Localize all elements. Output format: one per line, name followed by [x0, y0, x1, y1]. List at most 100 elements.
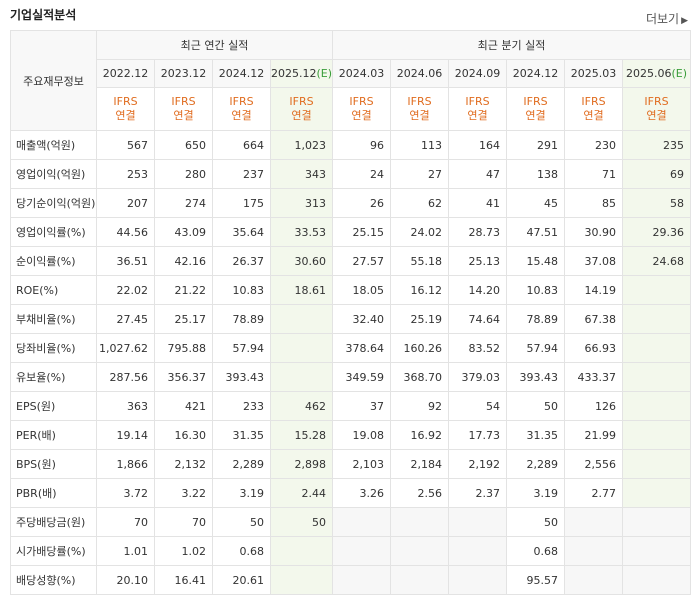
row-label: 영업이익률(%): [10, 217, 97, 247]
table-cell: 33.53: [269, 217, 334, 247]
row-label: ROE(%): [10, 275, 97, 305]
standard-bottom: 연결: [351, 109, 372, 122]
row-label: 매출액(억원): [10, 130, 97, 160]
accounting-standard: IFRS 연결: [622, 87, 692, 131]
annual-group-header: 최근 연간 실적: [95, 30, 334, 60]
table-cell: 14.19: [564, 275, 624, 305]
table-cell: [622, 478, 692, 508]
table-cell: 379.03: [448, 362, 508, 392]
table-cell: 26.37: [212, 246, 271, 276]
standard-top: IFRS: [523, 95, 548, 108]
period-header: 2024.12: [212, 59, 271, 88]
table-row: ROE(%) 22.02 21.22 10.83 18.61 18.05 16.12 14.2…: [10, 275, 692, 305]
table-cell: 20.10: [96, 565, 155, 595]
table-cell: 2,556: [564, 449, 624, 479]
table-cell: 30.60: [269, 246, 334, 276]
table-cell: 113: [390, 130, 450, 160]
period-header: 2025.06(E): [622, 59, 692, 88]
table-cell: [269, 536, 334, 566]
table-cell: 35.64: [212, 217, 271, 247]
table-cell: 368.70: [390, 362, 450, 392]
period-label: 2024.09: [454, 67, 501, 80]
table-cell: 25.15: [332, 217, 392, 247]
table-cell: 356.37: [154, 362, 213, 392]
table-cell: 26: [332, 188, 392, 218]
table-cell: 14.20: [448, 275, 508, 305]
standard-bottom: 연결: [231, 109, 252, 122]
standard-top: IFRS: [171, 95, 196, 108]
table-cell: 20.61: [212, 565, 271, 595]
row-label: 유보율(%): [10, 362, 97, 392]
table-row: 순이익률(%) 36.51 42.16 26.37 30.60 27.57 55.18 25.…: [10, 246, 692, 276]
table-cell: 74.64: [448, 304, 508, 334]
standard-top: IFRS: [581, 95, 606, 108]
standard-top: IFRS: [113, 95, 138, 108]
accounting-standard: IFRS 연결: [269, 87, 334, 131]
table-cell: 363: [96, 391, 155, 421]
table-cell: 21.99: [564, 420, 624, 450]
table-cell: 664: [212, 130, 271, 160]
table-cell: 393.43: [506, 362, 566, 392]
more-link[interactable]: 더보기 ▶: [646, 10, 688, 27]
table-cell: 15.48: [506, 246, 566, 276]
standard-top: IFRS: [229, 95, 254, 108]
table-cell: 3.19: [212, 478, 271, 508]
standard-bottom: 연결: [583, 109, 604, 122]
table-cell: 18.05: [332, 275, 392, 305]
financial-table-container: 주요재무정보 최근 연간 실적 최근 분기 실적 2022.12 2023.12 2…: [10, 30, 692, 595]
table-cell: 421: [154, 391, 213, 421]
table-cell: 233: [212, 391, 271, 421]
table-row: 배당성향(%) 20.10 16.41 20.61 95.57: [10, 565, 692, 595]
period-header: 2025.12(E): [269, 59, 334, 88]
table-cell: 18.61: [269, 275, 334, 305]
table-cell: [269, 333, 334, 363]
period-label: 2023.12: [160, 67, 207, 80]
table-cell: 50: [212, 507, 271, 537]
table-cell: 78.89: [212, 304, 271, 334]
table-cell: 2,184: [390, 449, 450, 479]
table-row: 영업이익(억원) 253 280 237 343 24 27 47 138 71 69: [10, 159, 692, 189]
table-row: 부채비율(%) 27.45 25.17 78.89 32.40 25.19 74.64 78.…: [10, 304, 692, 334]
standard-bottom: 연결: [291, 109, 312, 122]
standard-bottom: 연결: [525, 109, 546, 122]
table-cell: [332, 536, 392, 566]
table-cell: 2,289: [212, 449, 271, 479]
table-cell: 1,027.62: [96, 333, 155, 363]
table-cell: 207: [96, 188, 155, 218]
table-cell: 2,289: [506, 449, 566, 479]
table-cell: 280: [154, 159, 213, 189]
table-cell: [622, 507, 692, 537]
table-cell: 70: [154, 507, 213, 537]
row-label: 부채비율(%): [10, 304, 97, 334]
standard-bottom: 연결: [646, 109, 667, 122]
table-cell: 138: [506, 159, 566, 189]
table-cell: 3.26: [332, 478, 392, 508]
table-cell: 96: [332, 130, 392, 160]
table-cell: 32.40: [332, 304, 392, 334]
table-cell: [622, 333, 692, 363]
table-cell: 287.56: [96, 362, 155, 392]
table-cell: 25.13: [448, 246, 508, 276]
table-cell: 37.08: [564, 246, 624, 276]
table-cell: 16.30: [154, 420, 213, 450]
row-label: BPS(원): [10, 449, 97, 479]
table-cell: 462: [269, 391, 334, 421]
table-cell: 2,132: [154, 449, 213, 479]
table-cell: 24.68: [622, 246, 692, 276]
standard-top: IFRS: [349, 95, 374, 108]
table-cell: 0.68: [212, 536, 271, 566]
accounting-standard: IFRS 연결: [212, 87, 271, 131]
row-label: EPS(원): [10, 391, 97, 421]
table-cell: [622, 391, 692, 421]
table-cell: 795.88: [154, 333, 213, 363]
estimate-mark: (E): [671, 67, 688, 80]
table-row: 당기순이익(억원) 207 274 175 313 26 62 41 45 85 58: [10, 188, 692, 218]
table-cell: 62: [390, 188, 450, 218]
period-header: 2024.03: [332, 59, 392, 88]
table-cell: 433.37: [564, 362, 624, 392]
period-label: 2024.12: [218, 67, 265, 80]
table-cell: 29.36: [622, 217, 692, 247]
table-cell: 36.51: [96, 246, 155, 276]
table-cell: 69: [622, 159, 692, 189]
table-cell: 10.83: [212, 275, 271, 305]
